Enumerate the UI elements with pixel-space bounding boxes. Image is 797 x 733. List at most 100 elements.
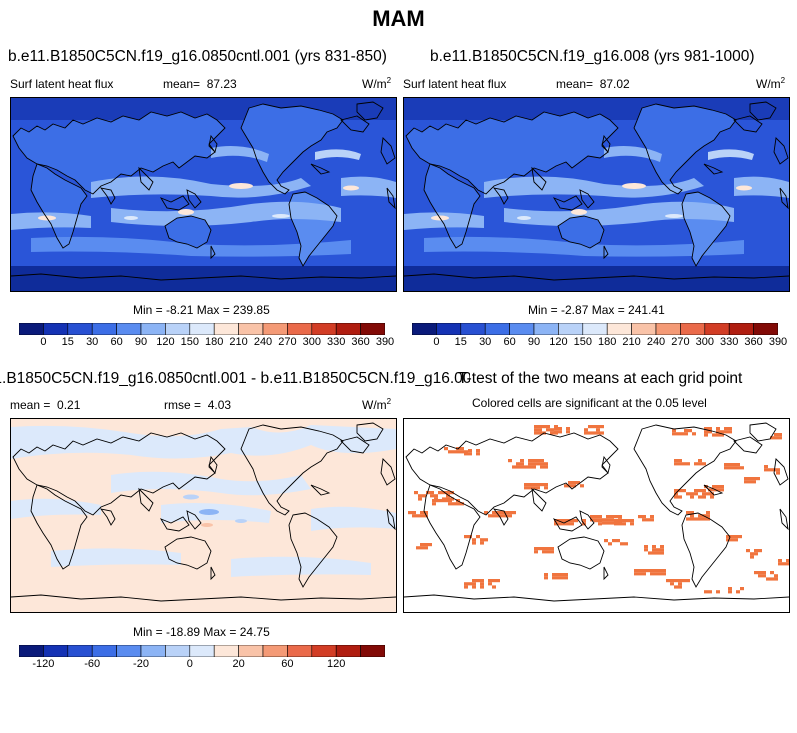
panel3-rmse: rmse = 4.03 [164, 398, 231, 412]
panel4-map [403, 418, 790, 613]
significant-cell [480, 579, 484, 583]
significant-cell [544, 573, 548, 577]
significant-cell [456, 502, 460, 506]
colorbar1-swatch [140, 323, 166, 335]
significant-cell [774, 577, 778, 581]
significant-cell [528, 483, 532, 487]
significant-cell [738, 535, 742, 539]
colorbar1-swatch [360, 323, 385, 335]
significant-cell [500, 511, 504, 515]
significant-cell [472, 585, 476, 589]
significant-cell [762, 571, 766, 575]
significant-cell [538, 547, 542, 551]
significant-cell [588, 425, 592, 429]
significant-cell [662, 572, 666, 576]
significant-cell [728, 587, 732, 591]
panel2-title: b.e11.B1850C5CN.f19_g16.008 (yrs 981-100… [430, 48, 755, 65]
significant-cell [472, 541, 476, 545]
colorbar1-tick-label: 360 [351, 336, 370, 348]
significant-cell [752, 477, 756, 481]
significant-cell [590, 515, 594, 519]
significant-cell [432, 499, 436, 503]
significant-cell [642, 515, 646, 519]
colorbar2-swatch [728, 323, 754, 335]
panel4-map-svg [404, 422, 789, 602]
colorbar1-tick-label: 330 [327, 336, 346, 348]
colorbar3-swatch [287, 645, 313, 657]
colorbar1-tick-label: 30 [86, 336, 99, 348]
significant-cell [480, 582, 484, 586]
significant-cell [736, 463, 740, 467]
colorbar2-tick-label: 120 [549, 336, 568, 348]
significant-cell [560, 573, 564, 577]
significant-cell [468, 535, 472, 539]
colorbar1-tick-label: 390 [375, 336, 395, 348]
significant-cell [552, 576, 556, 580]
significant-cell [774, 574, 778, 578]
significant-cell [468, 449, 472, 453]
significant-cell [588, 431, 592, 435]
colorbar3-tick-label: 0 [186, 658, 193, 670]
significant-cell [720, 485, 724, 489]
significant-cell [536, 462, 540, 466]
significant-cell [524, 486, 528, 490]
significant-cell [516, 462, 520, 466]
significant-cell [546, 547, 550, 551]
significant-cell [424, 546, 428, 550]
significant-cell [538, 425, 542, 429]
significant-cell [544, 462, 548, 466]
significant-cell [732, 466, 736, 470]
significant-cell [546, 425, 550, 429]
significant-cell [488, 514, 492, 518]
colorbar1-tick-label: 180 [205, 336, 224, 348]
significant-cell [694, 517, 698, 521]
significant-cell [656, 548, 660, 552]
colorbar1-swatch [262, 323, 288, 335]
significant-cell [584, 431, 588, 435]
significant-cell [698, 514, 702, 518]
colorbar1-tick-label: 270 [278, 336, 297, 348]
panel1-mean: mean= 87.23 [163, 77, 237, 91]
significant-cell [572, 484, 576, 488]
colorbar2-tick-label: 360 [744, 336, 763, 348]
colorbar3-tick-label: 20 [232, 658, 245, 670]
colorbar1 [19, 323, 385, 335]
colorbar2-swatch [582, 323, 608, 335]
significant-cell [612, 539, 616, 543]
significant-cell [540, 465, 544, 469]
panel3-units-text: W/m [362, 398, 387, 412]
figure-title: MAM [372, 6, 425, 31]
significant-cell [564, 576, 568, 580]
significant-cell [574, 519, 578, 523]
significant-cell [430, 494, 434, 498]
significant-cell [520, 465, 524, 469]
panel3-units-sup: 2 [386, 397, 392, 406]
colorbar2-tick-label: 90 [527, 336, 541, 348]
colorbar2-tick-label: 240 [646, 336, 666, 348]
significant-cell [706, 511, 710, 515]
significant-cell [464, 585, 468, 589]
significant-cell [528, 486, 532, 490]
significant-cell [658, 569, 662, 573]
significant-cell [744, 477, 748, 481]
significant-cell [464, 450, 468, 454]
significant-cell [748, 477, 752, 481]
significant-cell [560, 576, 564, 580]
significant-cell [724, 427, 728, 431]
significant-cell [534, 547, 538, 551]
significant-cell [492, 514, 496, 518]
colorbar3-swatch [238, 645, 264, 657]
significant-cell [652, 551, 656, 555]
colorbar3-swatch [213, 645, 239, 657]
colorbar2-swatch [655, 323, 681, 335]
significant-cell [694, 462, 698, 466]
significant-cell [420, 546, 424, 550]
significant-cell [650, 515, 654, 519]
colorbar1-swatch [213, 323, 239, 335]
significant-cell [646, 569, 650, 573]
panel3-mean-value: 0.21 [57, 398, 81, 412]
significant-cell [446, 494, 450, 498]
significant-cell [476, 449, 480, 453]
significant-cell [772, 468, 776, 472]
significant-cell [568, 481, 572, 485]
